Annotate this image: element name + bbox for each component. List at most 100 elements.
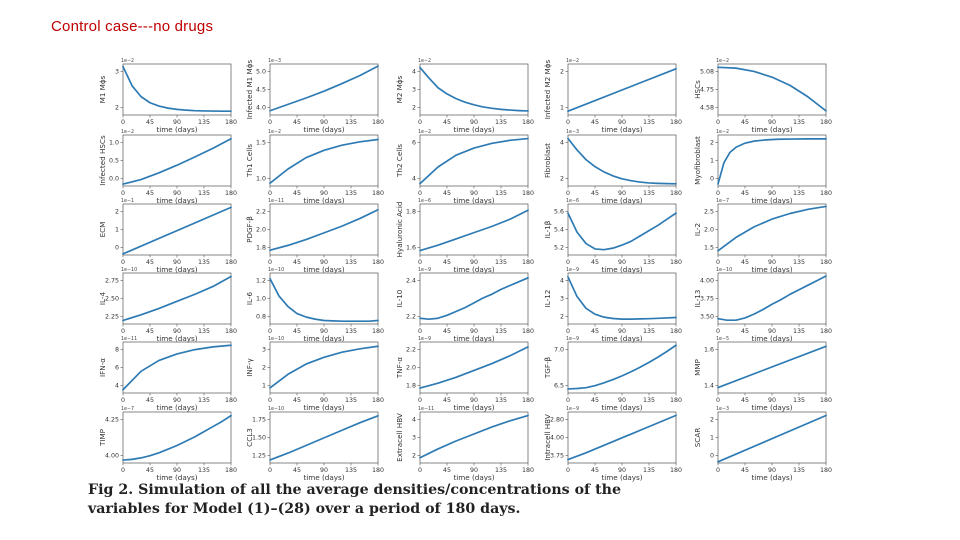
- x-tick-label: 90: [768, 190, 776, 197]
- y-axis-label: PDGF-β: [245, 216, 254, 243]
- x-tick-label: 45: [443, 190, 451, 197]
- y-tick-label: 5.4: [554, 227, 564, 234]
- y-tick-label: 2.2: [256, 209, 266, 216]
- y-axis-label: Fibroblast: [543, 143, 552, 178]
- x-tick-label: 45: [741, 328, 749, 335]
- axis-scale-label: 1e−10: [268, 406, 284, 412]
- series-line: [717, 205, 827, 252]
- x-tick-label: 135: [643, 467, 655, 474]
- x-tick-label: 90: [618, 119, 626, 126]
- x-tick-label: 180: [820, 190, 832, 197]
- y-tick-label: 2: [412, 104, 416, 111]
- x-axis-label: time (days): [453, 196, 494, 205]
- x-axis-label: time (days): [751, 403, 792, 412]
- y-axis-label: IL-1β: [543, 220, 552, 238]
- y-tick-label: 8: [115, 347, 119, 354]
- x-tick-label: 0: [716, 328, 720, 335]
- y-tick-label: 0.0: [109, 175, 119, 182]
- axis-scale-label: 1e−2: [268, 129, 281, 135]
- plot-frame: [567, 203, 677, 256]
- x-tick-label: 45: [591, 259, 599, 266]
- series-line: [122, 206, 232, 255]
- y-tick-label: 5.0: [256, 69, 266, 76]
- x-axis-label: time (days): [601, 196, 642, 205]
- plot-frame: [567, 272, 677, 325]
- y-axis-label: Intracell HBV: [543, 414, 552, 461]
- y-tick-label: 1.50: [252, 435, 266, 442]
- x-tick-label: 135: [793, 119, 805, 126]
- y-axis-label: Th2 Cells: [395, 144, 404, 178]
- plot-frame: [717, 203, 827, 256]
- x-axis-label: time (days): [303, 196, 344, 205]
- x-tick-label: 0: [268, 328, 272, 335]
- x-tick-label: 180: [372, 467, 384, 474]
- y-tick-label: 2: [262, 365, 266, 372]
- plot-frame: [419, 134, 529, 187]
- y-tick-label: 1: [710, 158, 714, 165]
- x-tick-label: 180: [820, 467, 832, 474]
- x-tick-label: 180: [522, 119, 534, 126]
- caption-line-2: variables for Model (1)–(28) over a peri…: [88, 501, 521, 517]
- y-tick-label: 6.5: [554, 382, 564, 389]
- axis-scale-label: 1e−10: [716, 267, 732, 273]
- x-tick-label: 180: [225, 328, 237, 335]
- x-axis-label: time (days): [453, 403, 494, 412]
- y-axis-label: IL-13: [693, 290, 702, 308]
- y-tick-label: 1.75: [252, 417, 266, 424]
- x-tick-label: 45: [741, 397, 749, 404]
- x-tick-label: 0: [268, 190, 272, 197]
- x-axis-label: time (days): [156, 196, 197, 205]
- figure-caption: Fig 2. Simulation of all the average den…: [88, 481, 808, 519]
- x-tick-label: 90: [618, 190, 626, 197]
- x-axis-label: time (days): [601, 473, 642, 482]
- x-tick-label: 180: [820, 328, 832, 335]
- x-tick-label: 90: [320, 397, 328, 404]
- x-tick-label: 90: [173, 467, 181, 474]
- x-tick-label: 90: [618, 397, 626, 404]
- y-tick-label: 2: [560, 175, 564, 182]
- x-tick-label: 90: [173, 397, 181, 404]
- y-tick-label: 2.75: [105, 278, 119, 285]
- x-tick-label: 90: [470, 328, 478, 335]
- y-tick-label: 2: [412, 452, 416, 459]
- y-tick-label: 2: [560, 313, 564, 320]
- x-tick-label: 0: [716, 467, 720, 474]
- x-tick-label: 135: [793, 259, 805, 266]
- series-line: [122, 414, 232, 461]
- x-tick-label: 90: [768, 467, 776, 474]
- x-tick-label: 45: [591, 397, 599, 404]
- y-tick-label: 5.08: [700, 69, 714, 76]
- x-tick-label: 180: [372, 259, 384, 266]
- y-axis-label: TNF-α: [395, 357, 404, 379]
- series-line: [717, 414, 827, 463]
- axis-scale-label: 1e−11: [268, 198, 284, 204]
- y-tick-label: 4: [560, 278, 564, 285]
- x-tick-label: 135: [643, 119, 655, 126]
- axis-scale-label: 1e−2: [121, 58, 134, 64]
- x-tick-label: 0: [716, 259, 720, 266]
- y-axis-label: IL-12: [543, 290, 552, 308]
- series-line: [269, 208, 379, 252]
- y-axis-label: Infected HSCs: [98, 135, 107, 186]
- x-tick-label: 90: [173, 259, 181, 266]
- y-axis-label: IL-6: [245, 291, 254, 305]
- axis-scale-label: 1e−2: [418, 58, 431, 64]
- x-tick-label: 90: [320, 259, 328, 266]
- y-axis-label: IL-10: [395, 289, 404, 307]
- x-tick-label: 45: [443, 328, 451, 335]
- x-tick-label: 180: [522, 328, 534, 335]
- y-tick-label: 1.0: [256, 175, 266, 182]
- axis-scale-label: 1e−9: [418, 336, 431, 342]
- y-tick-label: 3.75: [700, 296, 714, 303]
- y-tick-label: 2.5: [704, 209, 714, 216]
- y-axis-label: Myofibroblast: [693, 136, 702, 185]
- y-axis-label: Hyaluronic Acid: [395, 202, 404, 258]
- y-tick-label: 1.0: [109, 140, 119, 147]
- axis-scale-label: 1e−1: [121, 198, 134, 204]
- axis-scale-label: 1e−2: [566, 58, 579, 64]
- x-tick-label: 90: [618, 259, 626, 266]
- plot-frame: [717, 272, 827, 325]
- axis-scale-label: 1e−2: [716, 129, 729, 135]
- x-tick-label: 45: [293, 259, 301, 266]
